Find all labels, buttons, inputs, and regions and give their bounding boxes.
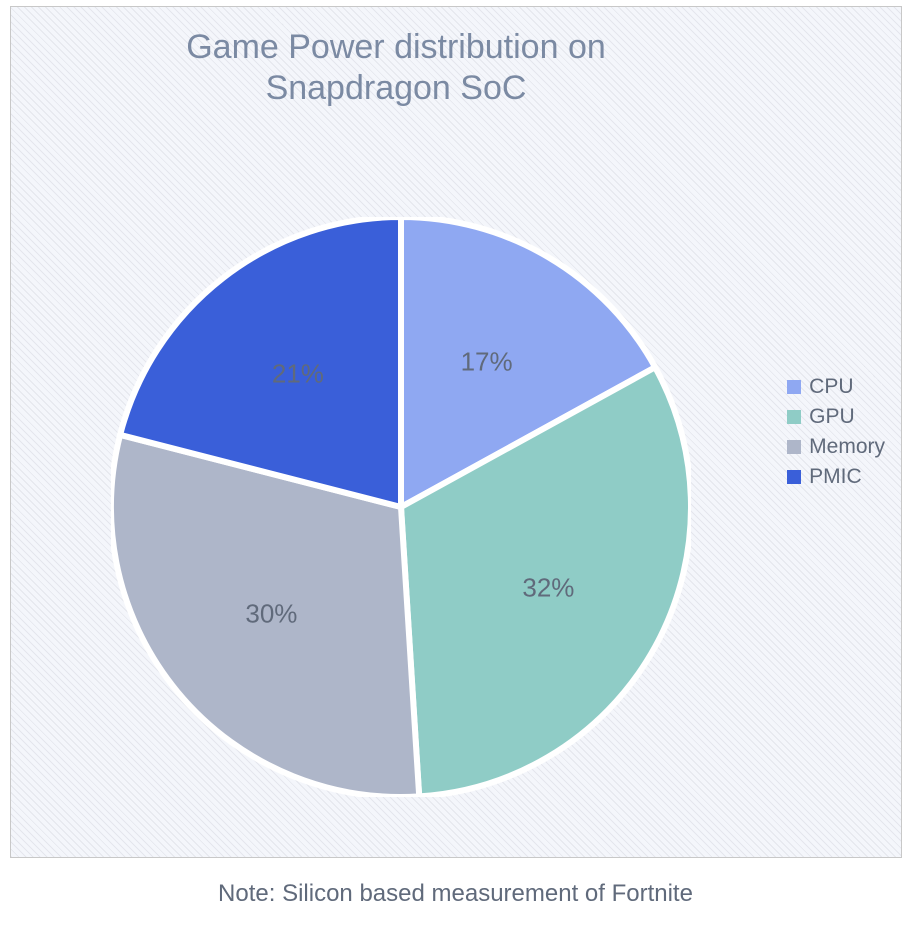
chart-title-line1: Game Power distribution on <box>11 27 781 68</box>
legend-item-pmic: PMIC <box>787 465 885 489</box>
legend-label: PMIC <box>809 465 862 489</box>
chart-title-line2: Snapdragon SoC <box>11 68 781 109</box>
pie-svg <box>111 217 691 797</box>
legend-item-gpu: GPU <box>787 405 885 429</box>
legend-item-cpu: CPU <box>787 375 885 399</box>
legend: CPU GPU Memory PMIC <box>787 369 885 495</box>
legend-swatch <box>787 440 801 454</box>
footnote: Note: Silicon based measurement of Fortn… <box>0 880 911 908</box>
legend-label: Memory <box>809 435 885 459</box>
legend-swatch <box>787 380 801 394</box>
legend-swatch <box>787 410 801 424</box>
pie-chart: 17% 32% 30% 21% <box>111 217 691 797</box>
legend-label: CPU <box>809 375 853 399</box>
slice-label-pmic: 21% <box>272 359 324 390</box>
slice-label-memory: 30% <box>245 599 297 630</box>
chart-title: Game Power distribution on Snapdragon So… <box>11 27 781 109</box>
legend-item-memory: Memory <box>787 435 885 459</box>
slice-label-cpu: 17% <box>461 347 513 378</box>
chart-panel: Game Power distribution on Snapdragon So… <box>10 6 902 858</box>
legend-label: GPU <box>809 405 855 429</box>
legend-swatch <box>787 470 801 484</box>
footnote-text: Note: Silicon based measurement of Fortn… <box>218 880 693 907</box>
slice-label-gpu: 32% <box>522 573 574 604</box>
